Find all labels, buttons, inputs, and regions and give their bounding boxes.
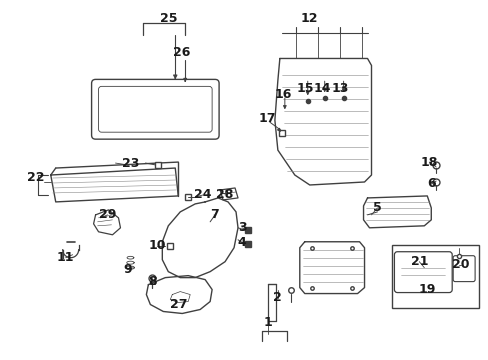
Text: 2: 2 xyxy=(273,291,282,304)
Text: 12: 12 xyxy=(301,12,318,25)
Text: 21: 21 xyxy=(410,255,427,268)
Text: 18: 18 xyxy=(420,156,437,168)
Text: 19: 19 xyxy=(418,283,435,296)
Text: 23: 23 xyxy=(122,157,139,170)
Text: 3: 3 xyxy=(237,221,246,234)
Text: 10: 10 xyxy=(148,239,166,252)
Text: 15: 15 xyxy=(296,82,314,95)
Text: 16: 16 xyxy=(274,88,291,101)
Text: 5: 5 xyxy=(372,201,381,215)
Text: 24: 24 xyxy=(194,188,211,202)
Text: 7: 7 xyxy=(209,208,218,221)
Bar xyxy=(392,245,478,307)
Text: 1: 1 xyxy=(263,316,272,329)
Text: 6: 6 xyxy=(426,177,435,190)
Text: 14: 14 xyxy=(313,82,331,95)
Text: 9: 9 xyxy=(123,263,131,276)
Text: 13: 13 xyxy=(331,82,348,95)
Text: 26: 26 xyxy=(172,46,189,59)
Text: 8: 8 xyxy=(148,275,156,288)
Text: 4: 4 xyxy=(237,236,246,249)
Text: 28: 28 xyxy=(216,188,233,202)
Text: 25: 25 xyxy=(159,12,177,25)
Text: 17: 17 xyxy=(258,112,275,125)
Text: 27: 27 xyxy=(169,298,186,311)
Text: 11: 11 xyxy=(57,251,74,264)
Text: 20: 20 xyxy=(451,258,469,271)
Text: 29: 29 xyxy=(99,208,116,221)
Text: 22: 22 xyxy=(27,171,44,184)
